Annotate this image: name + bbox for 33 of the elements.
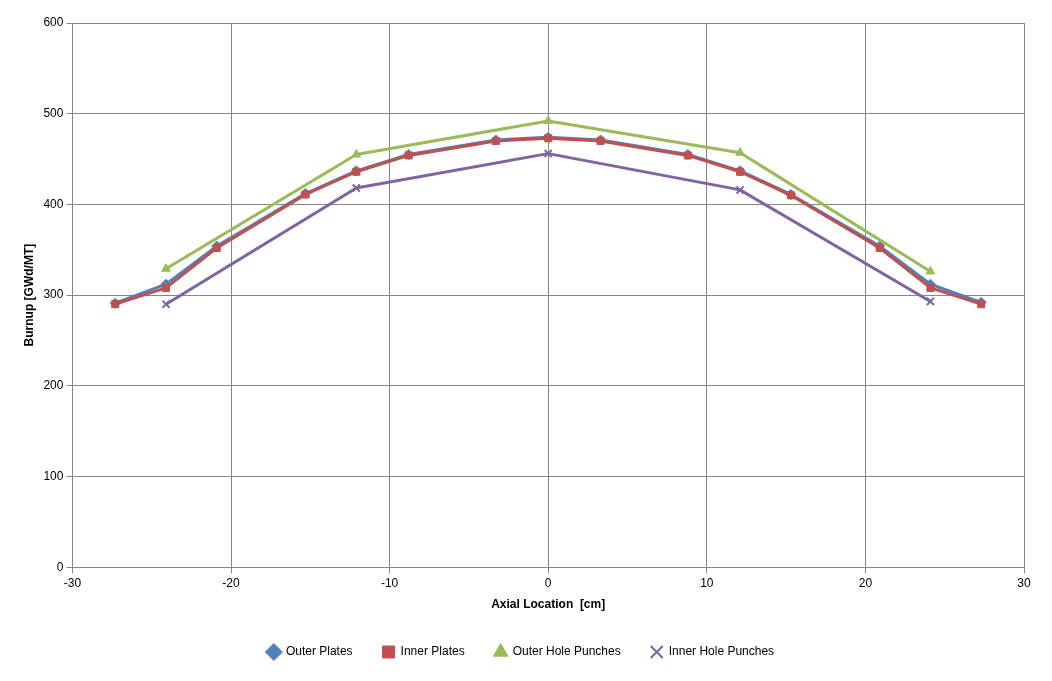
point: [925, 266, 936, 275]
y-tick-label: 100: [43, 468, 64, 483]
x-tick-label: -20: [222, 575, 241, 590]
x-tick-label: 10: [700, 575, 714, 590]
legend-label: Outer Hole Punches: [512, 644, 621, 659]
point: [926, 283, 935, 292]
x-tick-label: 30: [1017, 575, 1031, 590]
legend-label: Inner Plates: [400, 644, 465, 659]
legend-label: Inner Hole Punches: [668, 644, 775, 659]
point: [735, 147, 745, 156]
point: [977, 300, 986, 309]
point: [351, 183, 361, 193]
y-tick-label: 600: [43, 15, 64, 30]
point: [543, 115, 554, 124]
point: [925, 296, 935, 306]
point: [735, 185, 745, 195]
x-tick-label: -10: [380, 575, 399, 590]
y-tick-label: 400: [43, 196, 64, 211]
x-tick-label: 20: [858, 575, 873, 590]
point: [543, 149, 553, 159]
point: [161, 283, 171, 292]
legend-label: Outer Plates: [285, 644, 353, 659]
y-tick-label: 0: [56, 559, 64, 574]
point: [161, 299, 171, 309]
y-tick-label: 300: [43, 287, 64, 302]
point: [161, 263, 171, 272]
y-tick-label: 500: [43, 106, 64, 121]
y-tick-label: 200: [43, 378, 64, 393]
point: [351, 149, 362, 158]
x-tick-label: 0: [544, 575, 552, 590]
x-axis-title: Axial Location [cm]: [491, 597, 606, 612]
x-tick-label: -30: [63, 575, 82, 590]
y-axis-title: Burnup [GWd/MT]: [21, 243, 36, 347]
